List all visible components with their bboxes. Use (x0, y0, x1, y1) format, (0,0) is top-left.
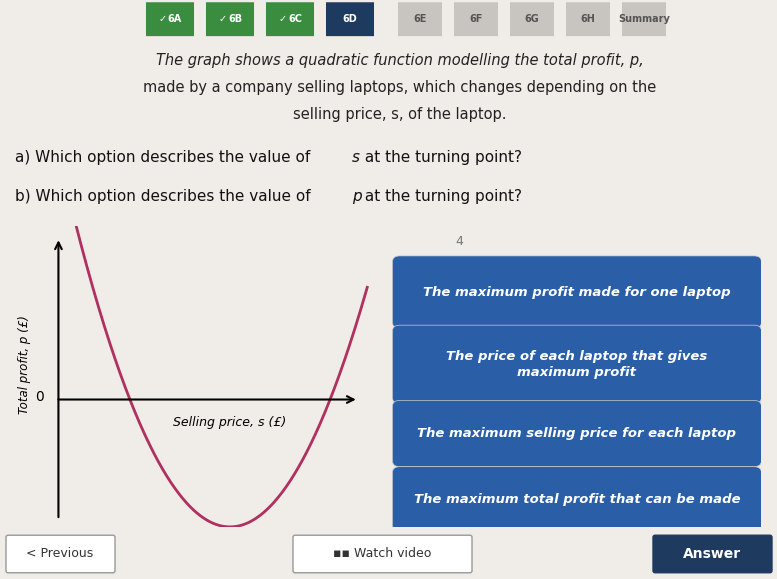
FancyBboxPatch shape (293, 535, 472, 573)
FancyBboxPatch shape (326, 2, 374, 36)
FancyBboxPatch shape (454, 2, 498, 36)
FancyBboxPatch shape (206, 2, 254, 36)
Text: at the turning point?: at the turning point? (360, 150, 522, 165)
FancyBboxPatch shape (6, 535, 115, 573)
Text: The graph shows a quadratic function modelling the total profit, p,: The graph shows a quadratic function mod… (156, 53, 644, 68)
Text: 6E: 6E (413, 14, 427, 24)
Text: The maximum selling price for each laptop: The maximum selling price for each lapto… (417, 427, 737, 440)
Text: 6D: 6D (343, 14, 357, 24)
Text: 6B: 6B (228, 14, 242, 24)
FancyBboxPatch shape (398, 2, 442, 36)
Text: 6F: 6F (469, 14, 483, 24)
FancyBboxPatch shape (146, 2, 194, 36)
FancyBboxPatch shape (653, 535, 772, 573)
FancyBboxPatch shape (392, 325, 761, 404)
FancyBboxPatch shape (392, 401, 761, 467)
Text: 6G: 6G (524, 14, 539, 24)
Text: 6C: 6C (288, 14, 302, 24)
Text: ✓: ✓ (219, 14, 227, 24)
Text: at the turning point?: at the turning point? (360, 189, 522, 204)
FancyBboxPatch shape (266, 2, 314, 36)
Text: a) Which option describes the value of: a) Which option describes the value of (15, 150, 315, 165)
Text: ▪▪ Watch video: ▪▪ Watch video (333, 548, 431, 560)
Text: Total profit, p (£): Total profit, p (£) (18, 316, 30, 414)
Text: selling price, s, of the laptop.: selling price, s, of the laptop. (293, 108, 507, 123)
FancyBboxPatch shape (392, 467, 761, 533)
Text: ✓: ✓ (159, 14, 167, 24)
Text: Summary: Summary (618, 14, 670, 24)
Text: 4: 4 (455, 235, 463, 248)
Text: 6H: 6H (580, 14, 595, 24)
FancyBboxPatch shape (392, 256, 761, 328)
FancyBboxPatch shape (510, 2, 554, 36)
FancyBboxPatch shape (622, 2, 666, 36)
Text: b) Which option describes the value of: b) Which option describes the value of (15, 189, 315, 204)
Text: The maximum profit made for one laptop: The maximum profit made for one laptop (423, 285, 730, 299)
Text: Answer: Answer (683, 547, 741, 561)
Text: 0: 0 (36, 390, 44, 404)
Text: p: p (352, 189, 361, 204)
Text: ✓: ✓ (279, 14, 287, 24)
Text: 6A: 6A (168, 14, 182, 24)
Text: The maximum total profit that can be made: The maximum total profit that can be mad… (413, 493, 740, 506)
Text: The price of each laptop that gives
maximum profit: The price of each laptop that gives maxi… (446, 350, 708, 379)
FancyBboxPatch shape (566, 2, 610, 36)
Text: Selling price, s (£): Selling price, s (£) (173, 416, 287, 428)
Text: < Previous: < Previous (26, 548, 93, 560)
Text: s: s (352, 150, 360, 165)
Text: made by a company selling laptops, which changes depending on the: made by a company selling laptops, which… (144, 80, 657, 96)
